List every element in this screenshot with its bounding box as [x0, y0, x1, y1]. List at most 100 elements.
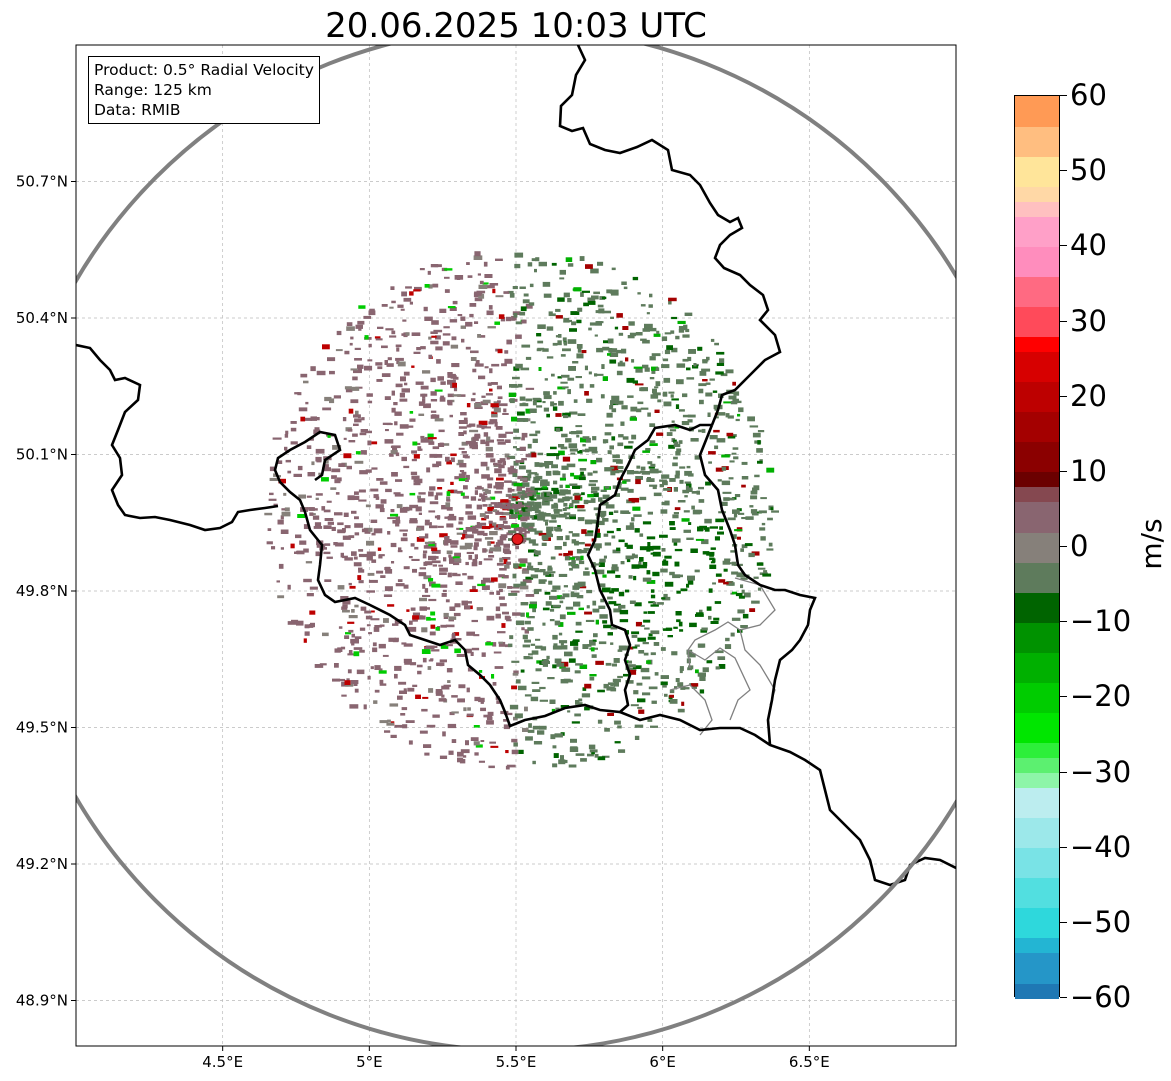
echo-gate — [439, 567, 448, 572]
echo-gate — [709, 378, 715, 381]
colorbar-tick-label: −10 — [1070, 604, 1132, 639]
echo-gate — [720, 373, 728, 377]
echo-gate — [640, 667, 650, 673]
echo-gate — [649, 468, 659, 474]
echo-gate — [501, 512, 510, 516]
echo-gate — [415, 506, 422, 512]
echo-gate — [479, 280, 484, 284]
echo-gate — [333, 542, 338, 546]
echo-gate — [542, 607, 550, 611]
echo-gate — [671, 347, 678, 353]
echo-gate — [436, 359, 441, 364]
echo-gate — [670, 330, 675, 334]
echo-gate — [264, 512, 273, 516]
echo-gate — [511, 660, 520, 663]
colorbar-segment — [1015, 306, 1059, 338]
echo-gate — [323, 466, 329, 470]
echo-gate — [450, 489, 458, 494]
echo-gate — [395, 452, 400, 457]
echo-gate — [570, 641, 579, 646]
echo-gate — [354, 604, 359, 608]
echo-gate — [609, 359, 617, 364]
echo-gate — [465, 346, 471, 350]
echo-gate — [522, 299, 530, 304]
echo-gate — [603, 555, 607, 559]
echo-gate — [379, 481, 388, 485]
echo-gate — [381, 373, 391, 377]
echo-gate — [533, 399, 542, 403]
echo-gate — [557, 498, 565, 503]
echo-gate — [589, 480, 598, 483]
echo-gate — [342, 600, 351, 605]
echo-gate — [462, 495, 469, 499]
echo-gate — [751, 600, 760, 604]
echo-gate — [591, 295, 599, 300]
echo-gate — [496, 590, 501, 595]
echo-gate — [429, 486, 436, 491]
echo-gate — [403, 371, 410, 376]
colorbar-tick-label: −60 — [1070, 980, 1132, 1014]
echo-gate — [482, 548, 487, 553]
echo-gate — [603, 439, 607, 444]
echo-gate — [558, 632, 563, 636]
echo-gate — [445, 624, 455, 628]
echo-gate — [554, 546, 562, 550]
echo-gate — [579, 256, 585, 261]
echo-gate — [450, 344, 459, 349]
echo-gate — [540, 479, 548, 484]
echo-gate — [484, 274, 493, 278]
echo-gate — [639, 546, 649, 551]
echo-gate — [476, 522, 480, 526]
echo-gate — [397, 550, 403, 553]
echo-gate — [469, 429, 479, 433]
echo-gate — [364, 365, 373, 371]
echo-gate — [440, 395, 445, 398]
echo-gate — [747, 416, 755, 422]
echo-gate — [508, 530, 517, 534]
echo-gate — [581, 492, 585, 496]
echo-gate — [537, 561, 543, 566]
echo-gate — [515, 545, 519, 550]
echo-gate — [348, 582, 352, 586]
echo-gate — [697, 526, 704, 532]
echo-gate — [336, 678, 346, 682]
echo-gate — [563, 317, 570, 321]
echo-gate — [727, 415, 734, 419]
echo-gate — [378, 670, 387, 674]
echo-gate — [354, 516, 359, 520]
echo-gate — [342, 609, 350, 613]
echo-gate — [616, 349, 624, 354]
echo-gate — [628, 321, 635, 326]
echo-gate — [391, 561, 395, 564]
echo-gate — [389, 335, 397, 338]
echo-gate — [647, 718, 653, 722]
echo-gate — [338, 463, 345, 467]
colorbar-tick-label: 10 — [1070, 453, 1107, 488]
echo-gate — [519, 558, 528, 564]
echo-gate — [525, 576, 534, 580]
echo-gate — [702, 667, 709, 673]
echo-gate — [405, 332, 410, 336]
echo-gate — [496, 486, 504, 490]
echo-gate — [572, 533, 580, 537]
echo-gate — [399, 690, 407, 694]
echo-gate — [512, 286, 518, 290]
echo-gate — [644, 367, 650, 372]
echo-gate — [617, 466, 624, 470]
echo-gate — [542, 401, 546, 404]
echo-gate — [719, 526, 723, 530]
echo-gate — [467, 575, 474, 580]
echo-gate — [521, 432, 528, 438]
echo-gate — [446, 507, 453, 511]
echo-gate — [407, 425, 414, 428]
echo-gate — [511, 685, 518, 690]
echo-gate — [513, 716, 518, 721]
echo-gate — [542, 486, 548, 489]
echo-gate — [629, 600, 636, 604]
echo-gate — [521, 482, 530, 487]
echo-gate — [482, 577, 491, 583]
echo-gate — [430, 331, 438, 334]
colorbar-segment — [1015, 712, 1059, 744]
echo-gate — [621, 405, 628, 410]
